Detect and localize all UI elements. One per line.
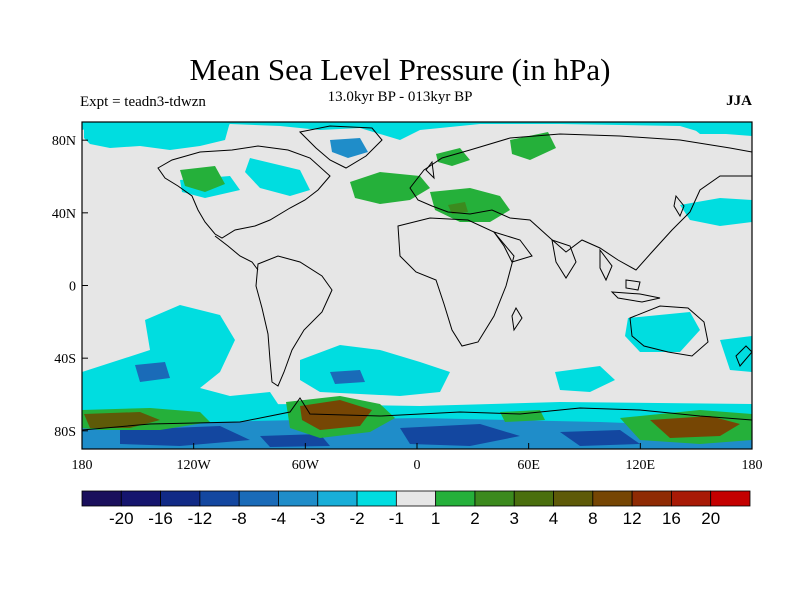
colorbar-swatch	[238, 490, 279, 507]
colorbar-swatch	[671, 490, 712, 507]
colorbar-label: 12	[623, 509, 642, 528]
colorbar-label: -12	[188, 509, 213, 528]
coast-north-america	[157, 145, 331, 239]
colorbar-label: -16	[148, 509, 173, 528]
colorbar-label: 4	[549, 509, 558, 528]
period-label: 13.0kyr BP - 013kyr BP	[327, 89, 473, 105]
coast-central-america	[214, 235, 259, 271]
map-title: Mean Sea Level Pressure (in hPa)	[189, 52, 611, 87]
colorbar: -20 -16 -12 -8 -4 -3 -2 -1 1 2 3 4 8 12 16 20	[81, 490, 751, 528]
colorbar-label: -3	[310, 509, 325, 528]
colorbar-swatch	[553, 490, 594, 507]
colorbar-label: -20	[109, 509, 134, 528]
colorbar-label: 3	[510, 509, 519, 528]
colorbar-swatch	[81, 490, 122, 507]
coastlines	[82, 125, 752, 431]
coast-antarctica	[82, 397, 752, 431]
x-tick-label: 120W	[177, 458, 212, 473]
coast-australia	[629, 305, 709, 357]
pressure-anomaly-field	[82, 122, 752, 449]
x-tick-label: 60E	[517, 458, 540, 473]
colorbar-label: 1	[431, 509, 440, 528]
colorbar-swatch	[435, 490, 476, 507]
anomaly-region-south-pacific	[82, 305, 282, 410]
anomaly-region-north-atlantic	[350, 172, 430, 204]
colorbar-swatch	[278, 490, 319, 507]
colorbar-label: 16	[662, 509, 681, 528]
x-tick-label: 0	[414, 458, 421, 473]
anomaly-region-arctic	[82, 122, 752, 140]
colorbar-swatch	[356, 490, 397, 507]
coast-south-america	[255, 255, 333, 387]
colorbar-label: 20	[701, 509, 720, 528]
colorbar-swatch	[513, 490, 554, 507]
y-axis: 80N 40N 0 40S 80S	[52, 134, 88, 440]
colorbar-label: 8	[588, 509, 597, 528]
x-axis: 180 120W 60W 0 60E 120E 180	[72, 443, 763, 473]
x-tick-label: 180	[742, 458, 763, 473]
colorbar-swatch	[592, 490, 633, 507]
colorbar-swatch	[160, 490, 201, 507]
colorbar-swatch	[395, 490, 437, 507]
coast-eurasia	[409, 133, 752, 271]
x-tick-label: 120E	[626, 458, 656, 473]
season-label: JJA	[726, 93, 752, 109]
x-tick-label: 60W	[292, 458, 320, 473]
colorbar-swatch	[199, 490, 240, 507]
colorbar-label: 2	[470, 509, 479, 528]
colorbar-swatch	[120, 490, 161, 507]
colorbar-label: -8	[232, 509, 247, 528]
y-tick-label: 80N	[52, 134, 76, 149]
y-tick-label: 40N	[52, 207, 76, 222]
y-tick-label: 0	[69, 280, 76, 295]
colorbar-label: -2	[349, 509, 364, 528]
colorbar-swatch	[474, 490, 515, 507]
x-tick-label: 180	[72, 458, 93, 473]
experiment-label: Expt = teadn3-tdwzn	[80, 94, 206, 110]
y-tick-label: 40S	[54, 352, 76, 367]
colorbar-label: -1	[389, 509, 404, 528]
colorbar-label: -4	[271, 509, 286, 528]
colorbar-swatch	[710, 490, 751, 507]
y-tick-label: 80S	[54, 425, 76, 440]
coast-greenland	[298, 125, 383, 169]
colorbar-swatch	[317, 490, 358, 507]
colorbar-swatch	[631, 490, 672, 507]
coast-africa	[397, 217, 515, 347]
